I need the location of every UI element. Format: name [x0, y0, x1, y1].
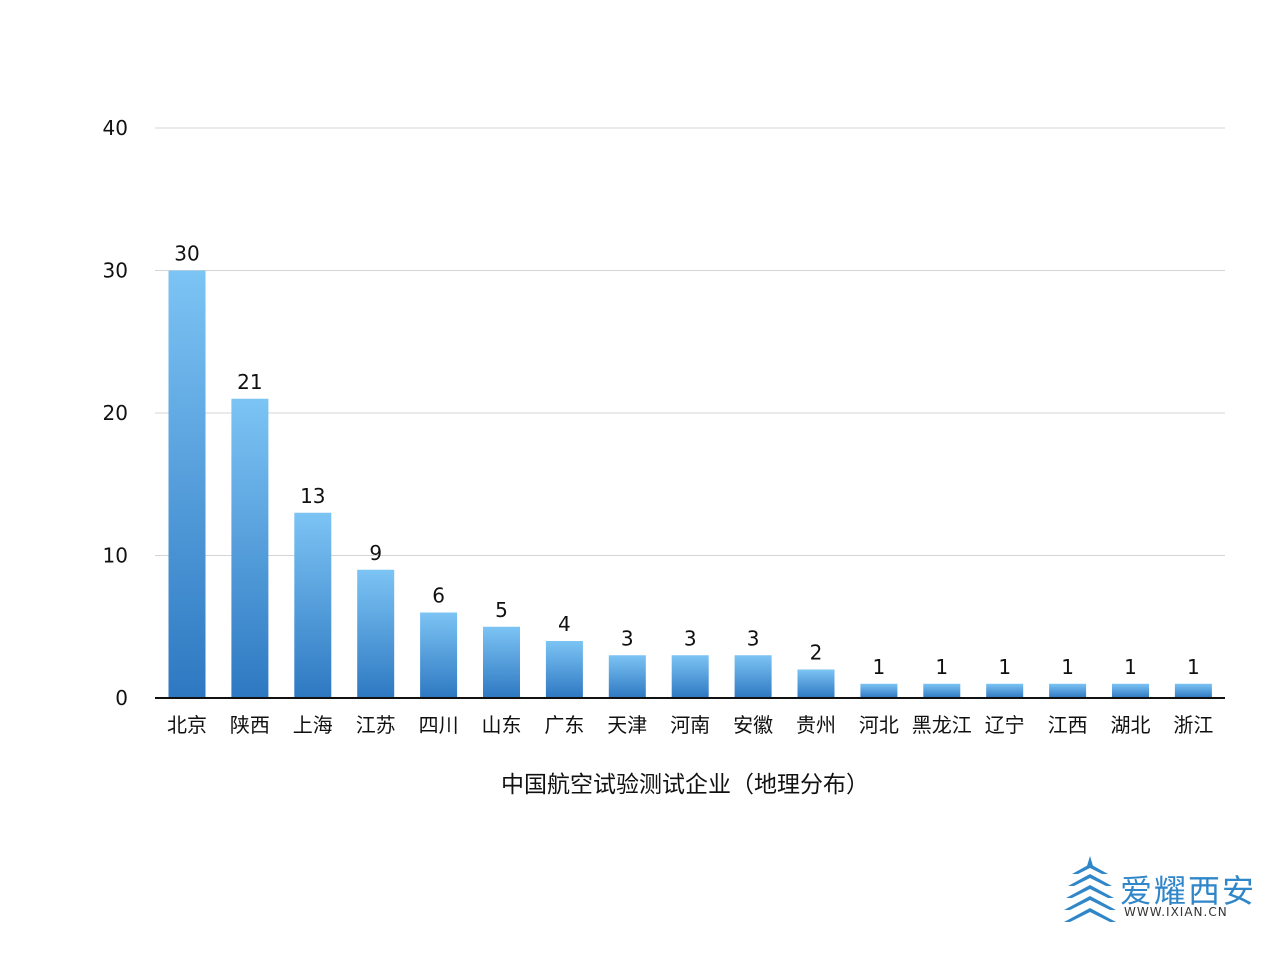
bar — [168, 270, 206, 698]
bar — [923, 683, 961, 698]
watermark-logo — [1060, 852, 1260, 932]
bar-value-label: 1 — [935, 655, 948, 679]
bar-value-label: 21 — [237, 370, 262, 394]
bar — [420, 612, 458, 698]
x-axis-categories: 北京 陕西 上海 江苏 四川 山东 广东 天津 河南 安徽 贵州 河北 黑龙江 辽宁 江西 湖北 浙江 — [167, 713, 1213, 737]
bar — [545, 641, 583, 698]
bar-value-label: 1 — [873, 655, 886, 679]
bar-value-label: 13 — [300, 484, 325, 508]
bar — [1049, 683, 1087, 698]
y-tick-label: 30 — [103, 259, 128, 283]
bar-value-label: 3 — [621, 626, 634, 650]
y-tick-label: 10 — [103, 544, 128, 568]
x-category-label: 辽宁 — [985, 713, 1025, 737]
bar — [231, 398, 269, 698]
x-category-label: 北京 — [167, 713, 207, 737]
tower-logo-icon — [1064, 856, 1116, 922]
bar — [294, 512, 332, 698]
bar-value-label: 2 — [810, 641, 823, 665]
bar-value-label: 4 — [558, 612, 571, 636]
x-category-label: 江西 — [1048, 713, 1088, 737]
bar-value-label: 3 — [684, 626, 697, 650]
bar — [671, 655, 709, 698]
bar — [734, 655, 772, 698]
x-category-label: 安徽 — [733, 713, 773, 737]
x-category-label: 山东 — [482, 713, 522, 737]
x-category-label: 河南 — [670, 713, 710, 737]
bar-value-label: 3 — [747, 626, 760, 650]
bar-value-label: 5 — [495, 598, 508, 622]
x-axis-title: 中国航空试验测试企业（地理分布） — [501, 772, 869, 798]
x-category-label: 江苏 — [356, 713, 396, 737]
x-category-label: 贵州 — [796, 713, 836, 737]
bar-value-label: 30 — [174, 242, 199, 266]
x-category-label: 天津 — [607, 713, 647, 737]
x-category-label: 陕西 — [230, 713, 270, 737]
bar — [986, 683, 1024, 698]
y-tick-label: 20 — [103, 401, 128, 425]
x-category-label: 四川 — [419, 713, 459, 737]
bar — [1174, 683, 1212, 698]
x-category-label: 河北 — [859, 713, 899, 737]
gridlines — [155, 127, 1225, 556]
bar — [797, 669, 835, 698]
bar-value-label: 1 — [1187, 655, 1200, 679]
watermark-url: WWW.IXIAN.CN — [1124, 905, 1228, 919]
bars — [168, 270, 1212, 698]
x-category-label: 湖北 — [1111, 713, 1151, 737]
y-tick-label: 40 — [103, 116, 128, 140]
bar — [483, 626, 520, 698]
bar-value-label: 6 — [432, 584, 445, 608]
watermark-text: 爱耀西安 — [1120, 872, 1257, 910]
bar — [860, 683, 898, 698]
bar — [1112, 683, 1149, 698]
bar-value-label: 1 — [998, 655, 1011, 679]
bar-value-label: 1 — [1124, 655, 1137, 679]
x-category-label: 上海 — [293, 713, 333, 737]
bar — [357, 569, 395, 698]
bar-value-label: 1 — [1061, 655, 1074, 679]
y-axis-ticks: 0 10 20 30 40 — [103, 116, 128, 710]
x-category-label: 浙江 — [1173, 713, 1213, 737]
y-tick-label: 0 — [115, 686, 128, 710]
x-category-label: 黑龙江 — [912, 713, 972, 737]
bar-value-label: 9 — [369, 541, 382, 565]
bar — [608, 655, 646, 698]
x-category-label: 广东 — [544, 713, 584, 737]
